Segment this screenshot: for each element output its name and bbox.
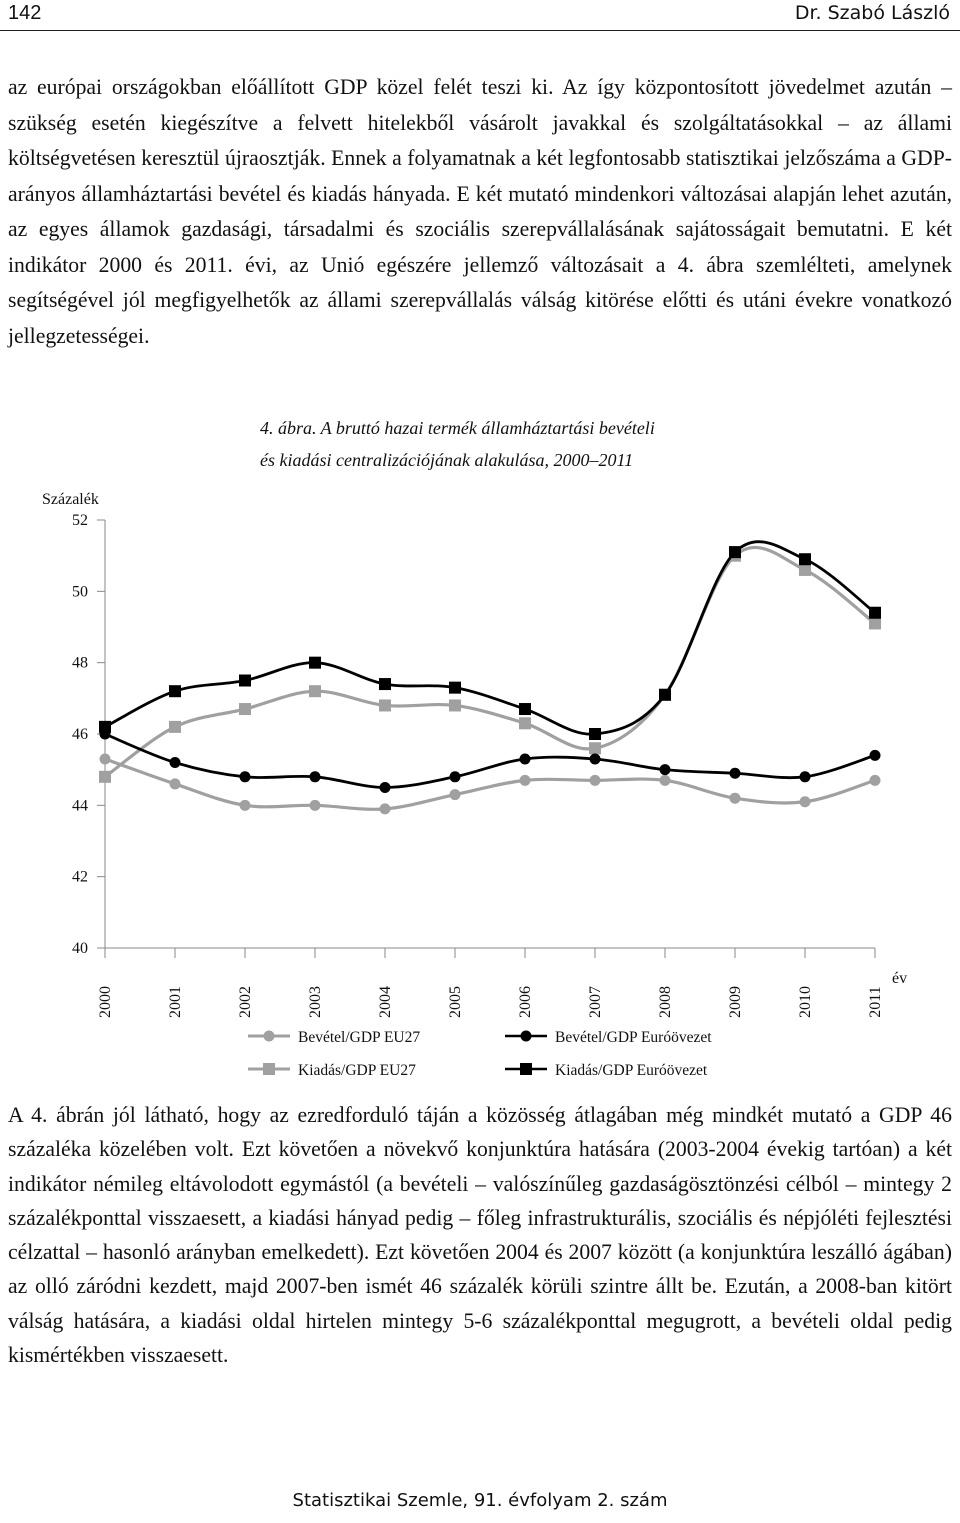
x-tick-label-2008: 2008: [657, 986, 674, 1018]
data-point-bevétel-gdp-eu27-2011: [869, 774, 881, 786]
data-point-bevétel-gdp-eu27-2010: [799, 796, 811, 808]
header-rule: [0, 30, 960, 31]
data-point-kiadás-gdp-eu27-2001: [169, 720, 181, 733]
data-point-bevétel-gdp-euróövezet-2007: [589, 753, 601, 765]
data-point-bevétel-gdp-eu27-2000: [99, 753, 111, 765]
legend-entry: Kiadás/GDP Euróövezet: [505, 1062, 708, 1079]
data-point-kiadás-gdp-eu27-2010: [799, 563, 811, 576]
x-tick-label-2010: 2010: [797, 986, 814, 1018]
x-tick-label-2006: 2006: [517, 986, 534, 1018]
data-point-bevétel-gdp-euróövezet-2011: [869, 749, 881, 761]
chart-legend: Bevétel/GDP EU27 Kiadás/GDP EU27 Bevétel/G…: [248, 1029, 712, 1079]
data-point-kiadás-gdp-euróövezet-2003: [309, 656, 321, 669]
data-point-kiadás-gdp-eu27-2004: [379, 699, 391, 712]
data-point-bevétel-gdp-euróövezet-2002: [239, 771, 251, 783]
data-point-bevétel-gdp-eu27-2007: [589, 774, 601, 786]
data-point-kiadás-gdp-eu27-2000: [99, 770, 111, 783]
legend-swatch-marker: [263, 1030, 275, 1042]
page-header: 142 Dr. Szabó László: [0, 0, 960, 31]
x-tick-label-2009: 2009: [727, 986, 744, 1018]
data-point-kiadás-gdp-eu27-2011: [869, 617, 881, 630]
y-axis-label: Százalék: [42, 491, 99, 508]
series-kiadás-gdp-euróövezet: [99, 540, 881, 740]
data-point-bevétel-gdp-euróövezet-2010: [799, 771, 811, 783]
x-tick-label-2001: 2001: [167, 986, 184, 1018]
data-point-bevétel-gdp-eu27-2002: [239, 799, 251, 811]
data-point-bevétel-gdp-eu27-2004: [379, 803, 391, 815]
legend-entry: Bevétel/GDP Euróövezet: [505, 1029, 712, 1046]
legend-entry: Bevétel/GDP EU27: [248, 1029, 420, 1046]
data-point-kiadás-gdp-euróövezet-2011: [869, 606, 881, 619]
data-point-kiadás-gdp-euróövezet-2007: [589, 728, 601, 740]
data-point-bevétel-gdp-euróövezet-2003: [309, 771, 321, 783]
data-point-bevétel-gdp-eu27-2003: [309, 799, 321, 811]
figure-caption-line-2: és kiadási centralizációjának alakulása,…: [260, 450, 634, 470]
data-point-kiadás-gdp-euróövezet-2010: [799, 553, 811, 566]
data-point-bevétel-gdp-euróövezet-2006: [519, 753, 531, 765]
data-point-bevétel-gdp-eu27-2009: [729, 792, 741, 804]
body-paragraph-1: az európai országokban előállított GDP k…: [8, 75, 952, 348]
series-line-kiadás-gdp-euróövezet: [104, 540, 876, 736]
running-author: Dr. Szabó László: [794, 2, 950, 24]
y-tick-label-40: 40: [72, 940, 88, 957]
gdp-centralization-chart: Százalék 52 50 48 46 44 42 40 2000 2001 2002 2003 20…: [42, 491, 907, 1079]
data-point-kiadás-gdp-euróövezet-2001: [169, 685, 181, 698]
data-point-kiadás-gdp-euróövezet-2008: [659, 688, 671, 701]
data-point-bevétel-gdp-euróövezet-2005: [449, 771, 461, 783]
legend-entry: Kiadás/GDP EU27: [248, 1062, 416, 1079]
data-point-bevétel-gdp-euróövezet-2001: [169, 757, 181, 769]
series-line-kiadás-gdp-eu27: [104, 545, 876, 779]
x-tick-label-2003: 2003: [307, 986, 324, 1018]
data-point-kiadás-gdp-eu27-2002: [239, 703, 251, 716]
data-point-kiadás-gdp-euróövezet-2000: [99, 720, 111, 733]
series-line-bevétel-gdp-euróövezet: [104, 732, 876, 789]
legend-label: Kiadás/GDP Euróövezet: [555, 1062, 708, 1079]
x-axis-label: év: [892, 970, 907, 987]
series-kiadás-gdp-eu27: [99, 545, 881, 783]
data-point-bevétel-gdp-eu27-2008: [659, 774, 671, 786]
legend-label: Kiadás/GDP EU27: [298, 1062, 416, 1079]
body-paragraph-2: A 4. ábrán jól látható, hogy az ezredfor…: [8, 1103, 952, 1368]
data-point-kiadás-gdp-eu27-2005: [449, 699, 461, 712]
x-tick-label-2004: 2004: [377, 986, 394, 1018]
data-point-kiadás-gdp-euróövezet-2009: [729, 546, 741, 559]
x-tick-label-2005: 2005: [447, 986, 464, 1018]
x-tick-label-2000: 2000: [97, 986, 114, 1018]
figure-caption-line-1: 4. ábra. A bruttó hazai termék államházt…: [260, 418, 655, 438]
data-point-kiadás-gdp-euróövezet-2002: [239, 674, 251, 687]
series-bevétel-gdp-eu27: [99, 753, 881, 815]
x-tick-label-2007: 2007: [587, 986, 604, 1018]
y-tick-label-50: 50: [72, 583, 88, 600]
data-point-bevétel-gdp-eu27-2001: [169, 778, 181, 790]
data-point-bevétel-gdp-euróövezet-2004: [379, 782, 391, 793]
chart-series-layer: [99, 540, 881, 815]
data-point-kiadás-gdp-euróövezet-2004: [379, 678, 391, 691]
y-tick-label-44: 44: [72, 797, 88, 814]
page-footer: Statisztikai Szemle, 91. évfolyam 2. szá…: [292, 1490, 668, 1511]
y-tick-label-48: 48: [72, 655, 88, 672]
legend-label: Bevétel/GDP EU27: [298, 1029, 420, 1046]
data-point-kiadás-gdp-eu27-2007: [589, 742, 601, 755]
legend-label: Bevétel/GDP Euróövezet: [555, 1029, 712, 1046]
data-point-kiadás-gdp-euróövezet-2006: [519, 703, 531, 716]
legend-swatch-marker: [263, 1063, 275, 1075]
chart-axes: Százalék 52 50 48 46 44 42 40 2000 2001 2002 2003 20…: [42, 491, 907, 1018]
page-number: 142: [8, 2, 42, 24]
data-point-kiadás-gdp-euróövezet-2005: [449, 681, 461, 694]
series-bevétel-gdp-euróövezet: [99, 728, 881, 793]
series-line-bevétel-gdp-eu27: [104, 757, 876, 811]
legend-swatch-marker: [520, 1063, 532, 1075]
data-point-bevétel-gdp-eu27-2006: [519, 774, 531, 786]
y-tick-label-52: 52: [72, 512, 88, 529]
y-tick-label-46: 46: [72, 726, 88, 743]
legend-swatch-marker: [520, 1030, 532, 1042]
y-tick-label-42: 42: [72, 869, 88, 886]
data-point-bevétel-gdp-euróövezet-2009: [729, 767, 741, 779]
data-point-bevétel-gdp-euróövezet-2008: [659, 764, 671, 776]
data-point-kiadás-gdp-eu27-2003: [309, 685, 321, 698]
x-tick-label-2002: 2002: [237, 986, 254, 1018]
data-point-kiadás-gdp-eu27-2006: [519, 717, 531, 730]
data-point-bevétel-gdp-eu27-2005: [449, 789, 461, 801]
x-tick-label-2011: 2011: [867, 986, 884, 1017]
